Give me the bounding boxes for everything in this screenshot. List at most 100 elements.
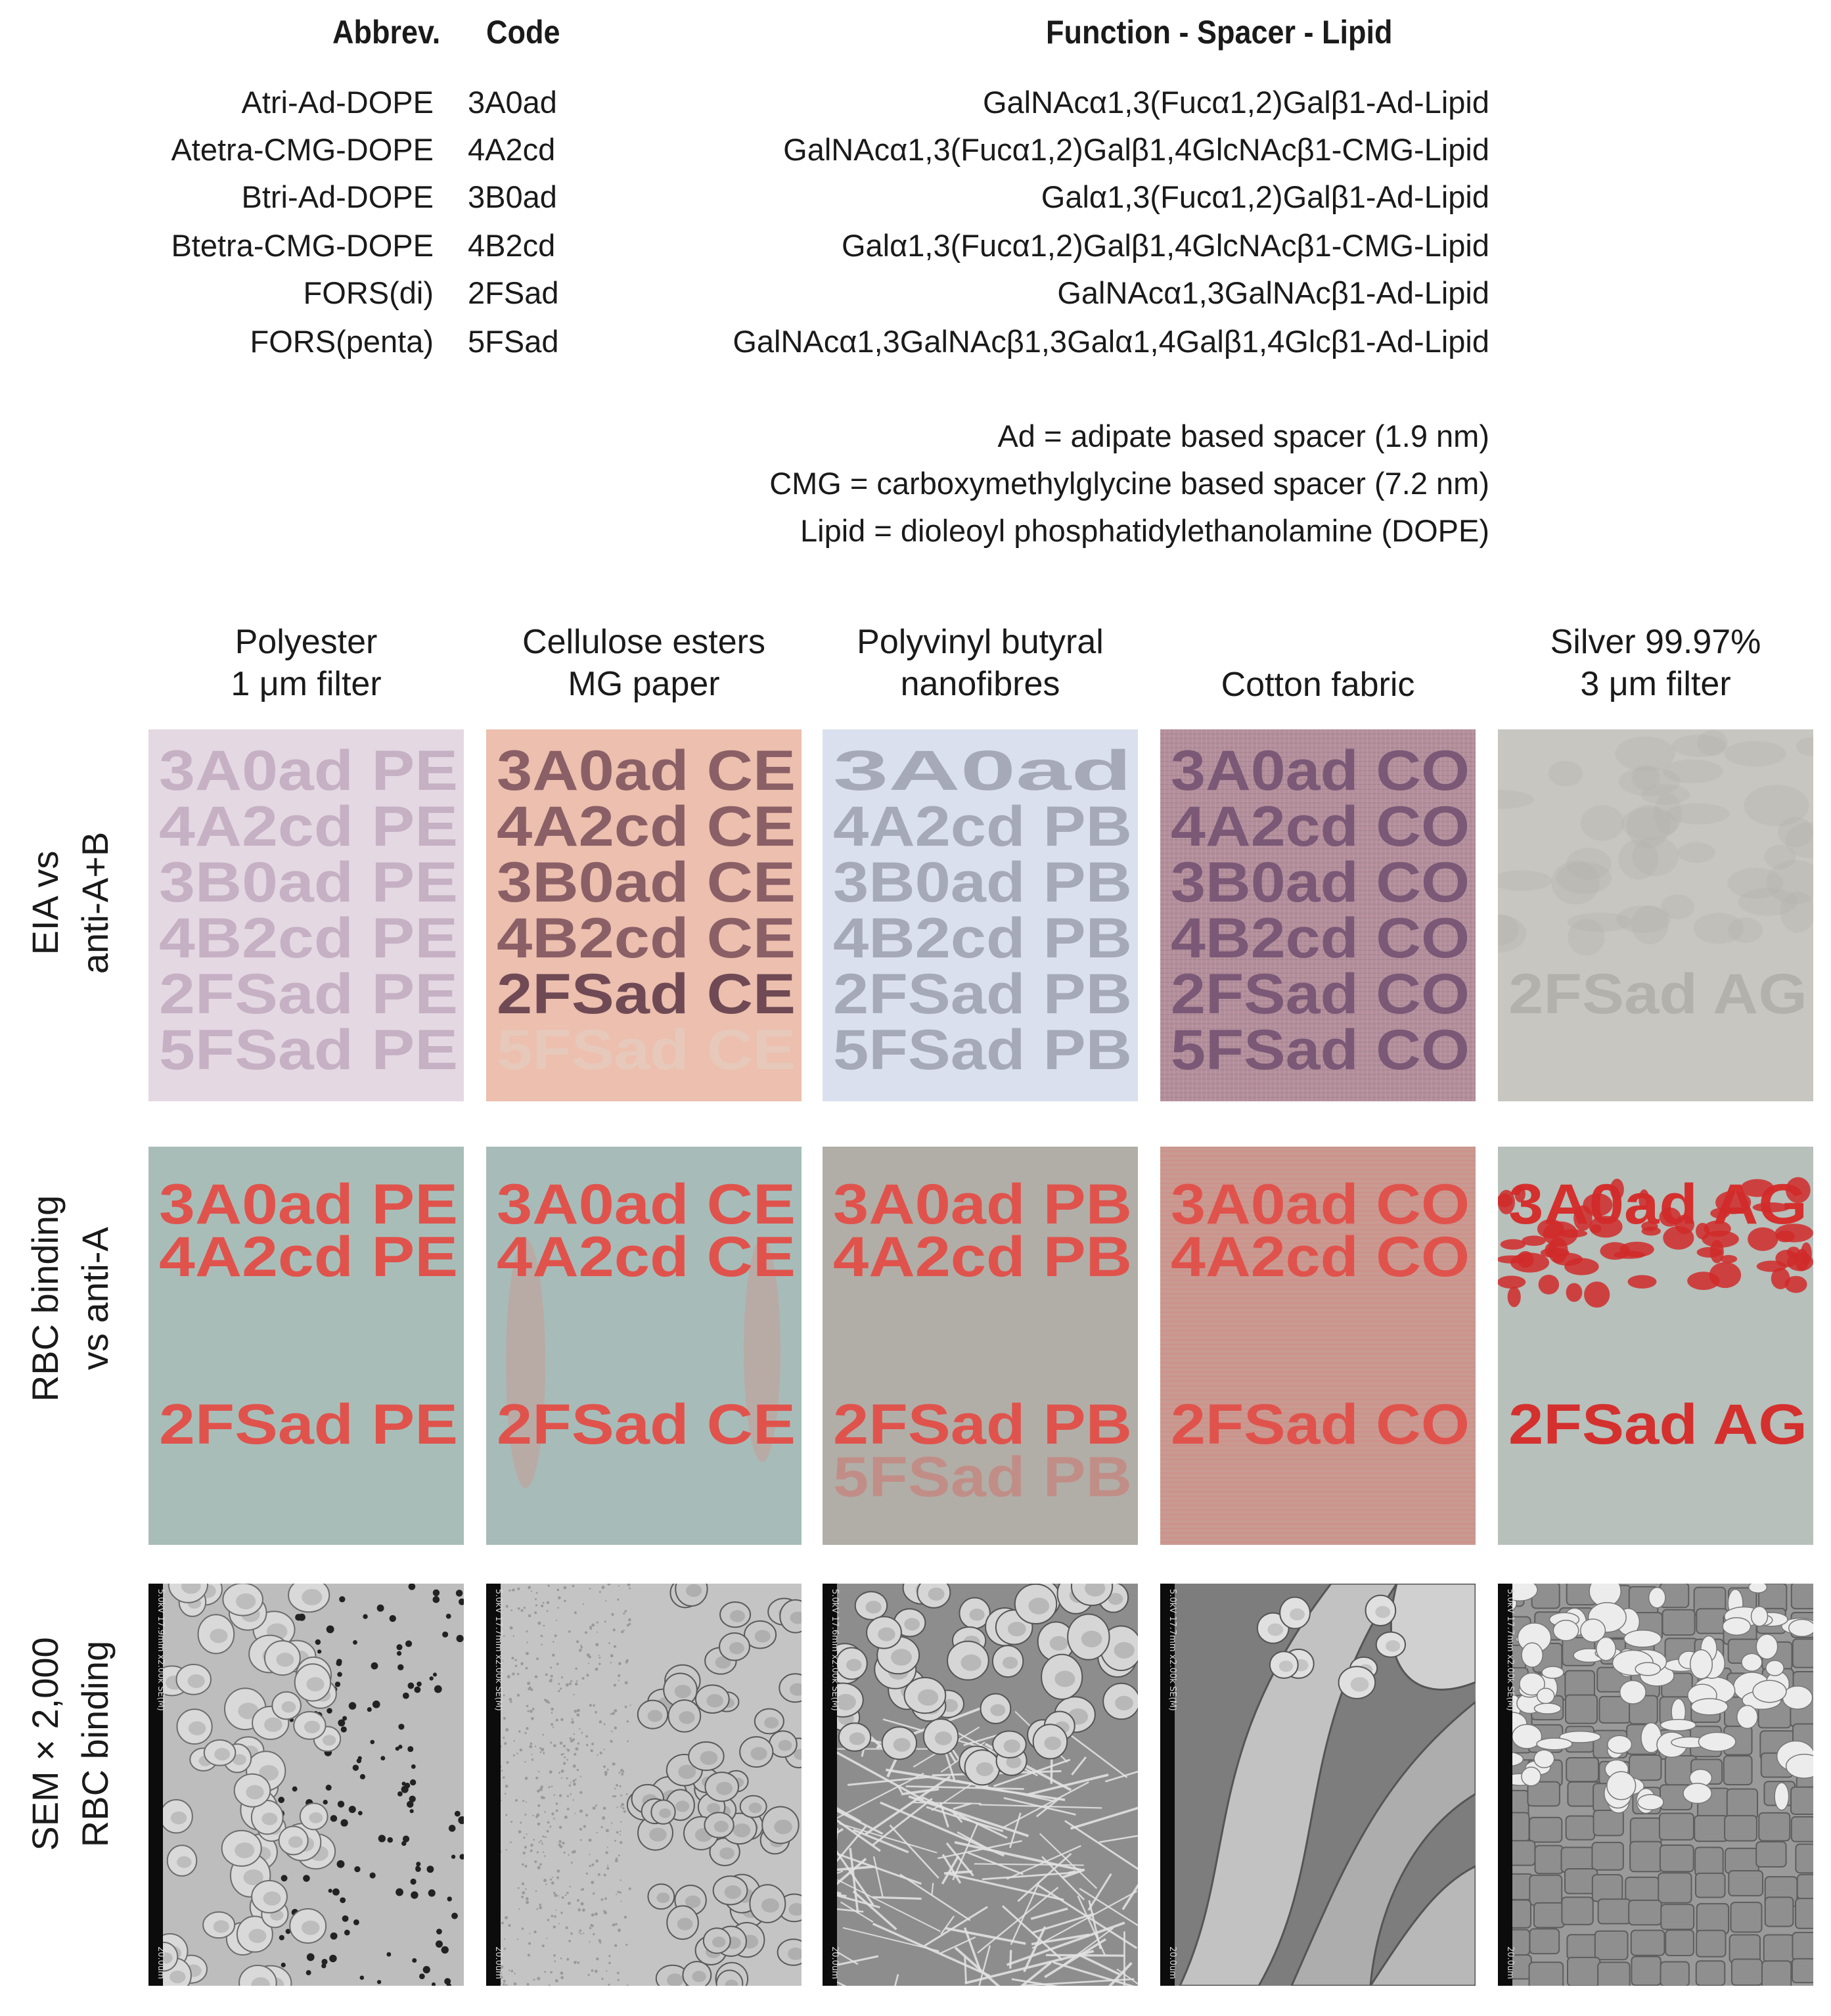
eia-print-label: 3B0ad CO	[1171, 851, 1470, 914]
abbrev-cell: Btetra-CMG-DOPE	[171, 228, 434, 263]
column-header-line1: Polyester	[235, 623, 378, 661]
function-cell: GalNAcα1,3GalNAcβ1,3Galα1,4Galβ1,4Glcβ1-…	[733, 324, 1489, 359]
eia-print-label: 5FSad PE	[159, 1019, 458, 1082]
rbc-print-label: 5FSad PB	[833, 1446, 1132, 1509]
rbc-panel: 3A0ad AG 2FSad AG	[1498, 1147, 1813, 1545]
column-header: Polyvinyl butyral nanofibres	[823, 621, 1138, 705]
sem-info-text: 5.0kV 17.9mm x2.00k SE(M)	[156, 1589, 166, 1711]
eia-panel: 3A0ad CE 4A2cd CE 3B0ad CE 4B2cd CE 2FSad CE…	[486, 729, 802, 1101]
eia-panel: 3A0ad 4A2cd PB 3B0ad PB 4B2cd PB 2FSad PB 5FS…	[823, 729, 1138, 1101]
abbrev-cell: Atetra-CMG-DOPE	[171, 132, 434, 167]
eia-panel: 3A0ad CO 4A2cd CO 3B0ad CO 4B2cd CO 2FSad CO…	[1160, 729, 1476, 1101]
sem-scale-text: 20.0um	[156, 1946, 166, 1979]
rbc-print-label: 4A2cd CO	[1171, 1226, 1470, 1289]
row-label-sem: SEM × 2,000 RBC binding	[24, 1637, 116, 1851]
function-header: Function - Spacer - Lipid	[1046, 14, 1393, 51]
sem-panel: 5.0kV 17.9mm x2.00k SE(M) 20.0um	[148, 1584, 464, 1986]
rbc-print-label: 2FSad PB	[833, 1393, 1132, 1456]
eia-panel: 2FSad AG	[1498, 729, 1813, 1101]
abbrev-cell: Atri-Ad-DOPE	[241, 85, 434, 120]
function-cell: GalNAcα1,3(Fucα1,2)Galβ1-Ad-Lipid	[982, 85, 1489, 120]
rbc-print-label: 2FSad AG	[1508, 1393, 1807, 1456]
eia-print-label: 3B0ad PB	[833, 851, 1132, 914]
rbc-print-label: 3A0ad CE	[497, 1173, 796, 1236]
legend-ad: Ad = adipate based spacer (1.9 nm)	[997, 419, 1489, 453]
column-header: Cellulose esters MG paper	[486, 621, 802, 705]
eia-print-label: 3A0ad PE	[159, 739, 458, 802]
eia-panel: 3A0ad PE 4A2cd PE 3B0ad PE 4B2cd PE 2FSad PE…	[148, 729, 464, 1101]
rbc-print-label: 3A0ad PB	[833, 1173, 1132, 1236]
column-header-line2: Cotton fabric	[1221, 666, 1415, 704]
legend-cmg: CMG = carboxymethylglycine based spacer …	[769, 466, 1489, 501]
eia-print-label: 4A2cd PB	[833, 795, 1132, 858]
column-header: Polyester 1 μm filter	[148, 621, 464, 705]
rbc-print-label: 4A2cd PB	[833, 1226, 1132, 1289]
column-header: Cotton fabric	[1160, 664, 1476, 706]
rbc-print-label: 4A2cd CE	[497, 1226, 796, 1289]
rbc-print-label: 2FSad PE	[159, 1393, 458, 1456]
column-header-line1: Polyvinyl butyral	[857, 623, 1104, 661]
eia-print-label: 5FSad PB	[833, 1019, 1132, 1082]
abbrev-header: Abbrev.	[332, 14, 441, 51]
sem-panel: 5.0kV 17.7mm x2.00k SE(M) 20.0um	[1498, 1584, 1813, 1986]
code-cell: 2FSad	[468, 275, 559, 310]
eia-print-label: 2FSad CE	[497, 963, 796, 1026]
sem-scale-text: 20.0um	[830, 1946, 840, 1979]
rbc-panel: 3A0ad PB 4A2cd PB 2FSad PB 5FSad PB	[823, 1147, 1138, 1545]
code-cell: 3A0ad	[468, 85, 557, 120]
column-header-line2: MG paper	[568, 665, 720, 703]
eia-print-label: 3B0ad PE	[159, 851, 458, 914]
code-cell: 3B0ad	[468, 179, 557, 214]
eia-print-label: 2FSad PB	[833, 963, 1132, 1026]
sem-scale-text: 20.0um	[493, 1946, 503, 1979]
eia-print-label: 4B2cd CE	[497, 907, 796, 970]
eia-print-label: 3A0ad CO	[1171, 739, 1470, 802]
eia-print-label: 2FSad AG	[1508, 963, 1807, 1026]
rbc-print-label: 4A2cd PE	[159, 1226, 458, 1289]
code-cell: 4B2cd	[468, 228, 556, 263]
abbrev-cell: FORS(di)	[303, 275, 434, 310]
column-header: Silver 99.97% 3 μm filter	[1498, 621, 1813, 705]
sem-panel: 5.0kV 17.6mm x2.00k SE(M) 20.0um	[823, 1584, 1138, 1986]
eia-print-label: 4A2cd PE	[159, 795, 458, 858]
function-cell: Galα1,3(Fucα1,2)Galβ1-Ad-Lipid	[1041, 179, 1489, 214]
rbc-panel: 3A0ad PE 4A2cd PE 2FSad PE	[148, 1147, 464, 1545]
sem-panel: 5.0kV 17.7mm x2.00k SE(M) 20.0um	[1160, 1584, 1476, 1986]
eia-print-label: 5FSad CO	[1171, 1019, 1470, 1082]
eia-print-label: 3A0ad CE	[497, 739, 796, 802]
sem-info-text: 5.0kV 17.7mm x2.00k SE(M)	[493, 1589, 503, 1711]
sem-info-text: 5.0kV 17.7mm x2.00k SE(M)	[1505, 1589, 1515, 1711]
eia-print-label: 2FSad CO	[1171, 963, 1470, 1026]
legend-lipid: Lipid = dioleoyl phosphatidylethanolamin…	[800, 513, 1489, 548]
eia-print-label: 3B0ad CE	[497, 851, 796, 914]
column-header-line1: Silver 99.97%	[1550, 623, 1761, 661]
eia-print-label: 4A2cd CO	[1171, 795, 1470, 858]
function-cell: Galα1,3(Fucα1,2)Galβ1,4GlcNAcβ1-CMG-Lipi…	[841, 228, 1489, 263]
code-cell: 5FSad	[468, 324, 559, 359]
rbc-print-label: 2FSad CE	[497, 1393, 796, 1456]
abbrev-cell: Btri-Ad-DOPE	[241, 179, 434, 214]
function-cell: GalNAcα1,3GalNAcβ1-Ad-Lipid	[1057, 275, 1489, 310]
rbc-print-label: 3A0ad CO	[1171, 1173, 1470, 1236]
column-header-line1: Cellulose esters	[522, 623, 765, 661]
eia-print-label: 4A2cd CE	[497, 795, 796, 858]
rbc-print-label: 2FSad CO	[1171, 1393, 1470, 1456]
eia-print-label: 4B2cd PE	[159, 907, 458, 970]
abbrev-cell: FORS(penta)	[250, 324, 434, 359]
rbc-panel: 3A0ad CE 4A2cd CE 2FSad CE	[486, 1147, 802, 1545]
sem-info-text: 5.0kV 17.7mm x2.00k SE(M)	[1167, 1589, 1177, 1711]
eia-print-label: 4B2cd CO	[1171, 907, 1470, 970]
column-header-line2: 1 μm filter	[231, 665, 382, 703]
function-cell: GalNAcα1,3(Fucα1,2)Galβ1,4GlcNAcβ1-CMG-L…	[783, 132, 1489, 167]
eia-print-label: 3A0ad	[833, 739, 1132, 802]
sem-scale-text: 20.0um	[1505, 1946, 1515, 1979]
rbc-print-label: 3A0ad PE	[159, 1173, 458, 1236]
row-label-rbc: RBC binding vs anti-A	[24, 1195, 116, 1402]
eia-print-label: 4B2cd PB	[833, 907, 1132, 970]
code-cell: 4A2cd	[468, 132, 556, 167]
column-header-line2: nanofibres	[900, 665, 1060, 703]
sem-scale-text: 20.0um	[1167, 1946, 1177, 1979]
rbc-panel: 3A0ad CO 4A2cd CO 2FSad CO	[1160, 1147, 1476, 1545]
code-header: Code	[486, 14, 560, 51]
sem-panel: 5.0kV 17.7mm x2.00k SE(M) 20.0um	[486, 1584, 802, 1986]
